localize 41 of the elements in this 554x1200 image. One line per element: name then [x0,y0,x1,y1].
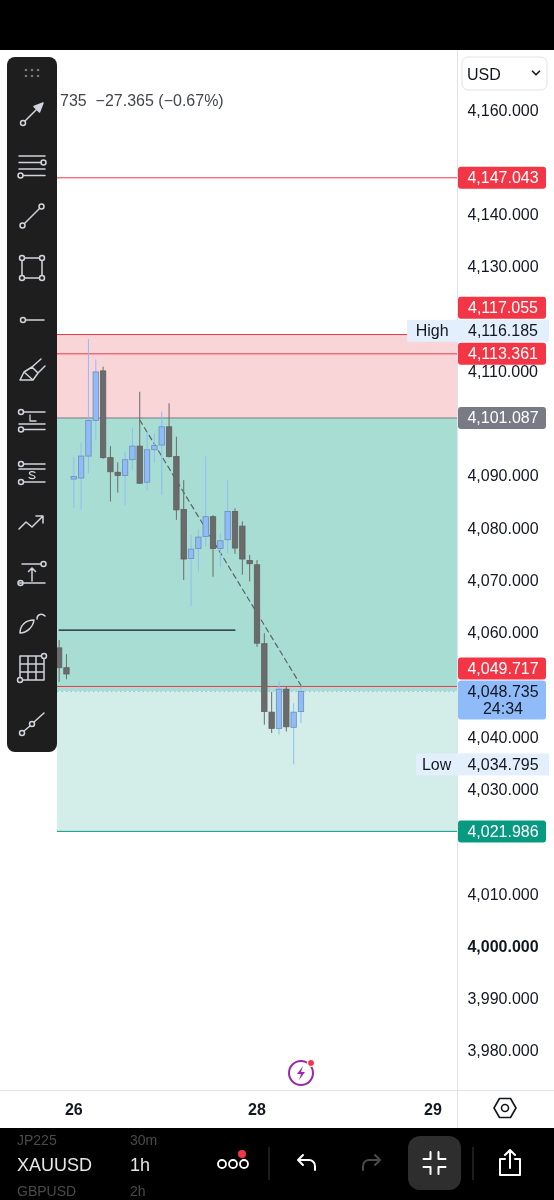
text: GBPUSD [17,1183,77,1199]
text: 2h [130,1183,146,1199]
y-tick-label: 4,000.000 [467,937,539,955]
text: XAUUSD [17,1155,93,1175]
ref-line-label: 4,049.717 [467,660,539,678]
ref-line-label: 4,021.986 [467,822,539,840]
text: 30m [130,1132,158,1148]
y-tick-label: 3,980.000 [467,1042,539,1060]
y-tick-label: 4,030.000 [467,781,539,798]
y-tick-label: 4,130.000 [467,258,539,276]
annotation: High [415,322,449,340]
x-tick-label: 26 [64,1100,83,1118]
candlestick [217,532,224,568]
y-tick-label: 4,040.000 [467,728,539,746]
text: 4,034.795 [467,755,539,773]
text: 4,116.185 [468,322,539,340]
ref-line-label: 4,147.043 [467,169,539,187]
y-tick-label: 4,090.000 [467,467,539,485]
x-tick-label: 29 [423,1100,442,1118]
text: JP225 [17,1132,57,1148]
y-tick-label: 4,080.000 [467,519,539,537]
y-tick-label: 4,070.000 [467,571,539,589]
y-tick-label: 4,140.000 [467,206,539,224]
y-tick-label: 4,010.000 [467,885,539,903]
ref-line-label: 4,048.735 24:34 [467,683,539,718]
text: 1h [130,1155,151,1175]
ref-line-label: 4,101.087 [467,409,539,427]
ref-line-label: 4,113.361 [468,345,539,363]
y-tick-label: 3,990.000 [467,990,539,1008]
y-tick-label: 4,060.000 [467,624,539,642]
candlestick [268,691,275,734]
ref-line-label: 4,117.055 [468,299,539,317]
candlestick [114,461,121,494]
y-tick-label: 4,160.000 [467,101,539,119]
y-tick-label: 4,110.000 [468,362,539,380]
y-axis-title: USD [467,65,501,83]
candlestick [290,702,297,765]
candlestick [246,554,253,582]
annotation: Low [421,755,452,773]
x-tick-label: 28 [248,1100,266,1118]
text: 735 −27.365 (−0.67%) [60,91,224,109]
